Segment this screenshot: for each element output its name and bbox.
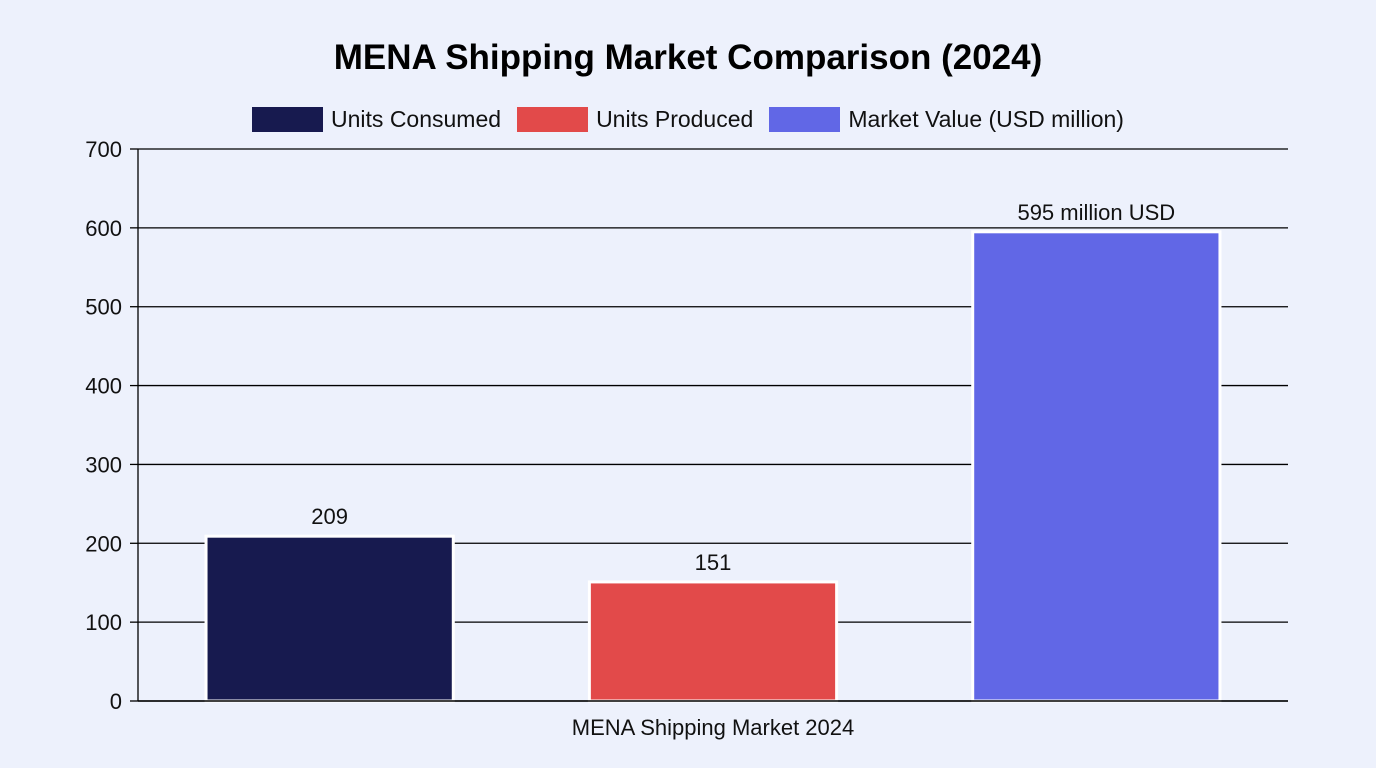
legend-item-market-value[interactable]: Market Value (USD million) [769,106,1124,133]
y-tick-label-200: 200 [85,531,122,556]
y-tick-label-0: 0 [110,689,122,714]
y-tick-label-400: 400 [85,374,122,399]
y-tick-label-600: 600 [85,216,122,241]
y-tick-label-500: 500 [85,295,122,320]
legend-label-units-produced: Units Produced [596,106,754,132]
legend-swatch-units-consumed [252,107,324,132]
legend-item-units-consumed[interactable]: Units Consumed [252,106,501,133]
bar-units-consumed [204,534,455,703]
chart-legend: Units Consumed Units Produced Market Val… [0,106,1376,133]
data-label-market-value-usd-million: 595 million USD [1017,200,1175,225]
legend-item-units-produced[interactable]: Units Produced [517,106,753,133]
chart-title: MENA Shipping Market Comparison (2024) [333,38,1043,77]
data-label-units-produced: 151 [695,550,732,575]
y-tick-label-100: 100 [85,610,122,635]
data-label-units-consumed: 209 [311,504,348,529]
legend-label-market-value: Market Value (USD million) [848,106,1124,132]
bar-units-produced [587,580,839,703]
legend-swatch-units-produced [517,107,589,132]
bar-market-value-usd-million [971,230,1222,703]
x-category-label: MENA Shipping Market 2024 [572,715,855,740]
legend-swatch-market-value [769,107,841,132]
y-tick-label-700: 700 [85,137,122,162]
legend-label-units-consumed: Units Consumed [331,106,502,132]
y-tick-label-300: 300 [85,452,122,477]
